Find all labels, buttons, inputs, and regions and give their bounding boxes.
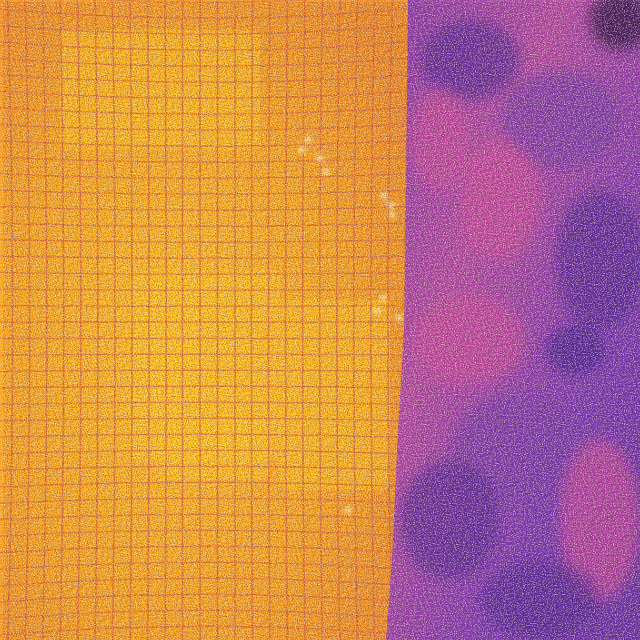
sensor-noise-dark (3, 2, 640, 640)
